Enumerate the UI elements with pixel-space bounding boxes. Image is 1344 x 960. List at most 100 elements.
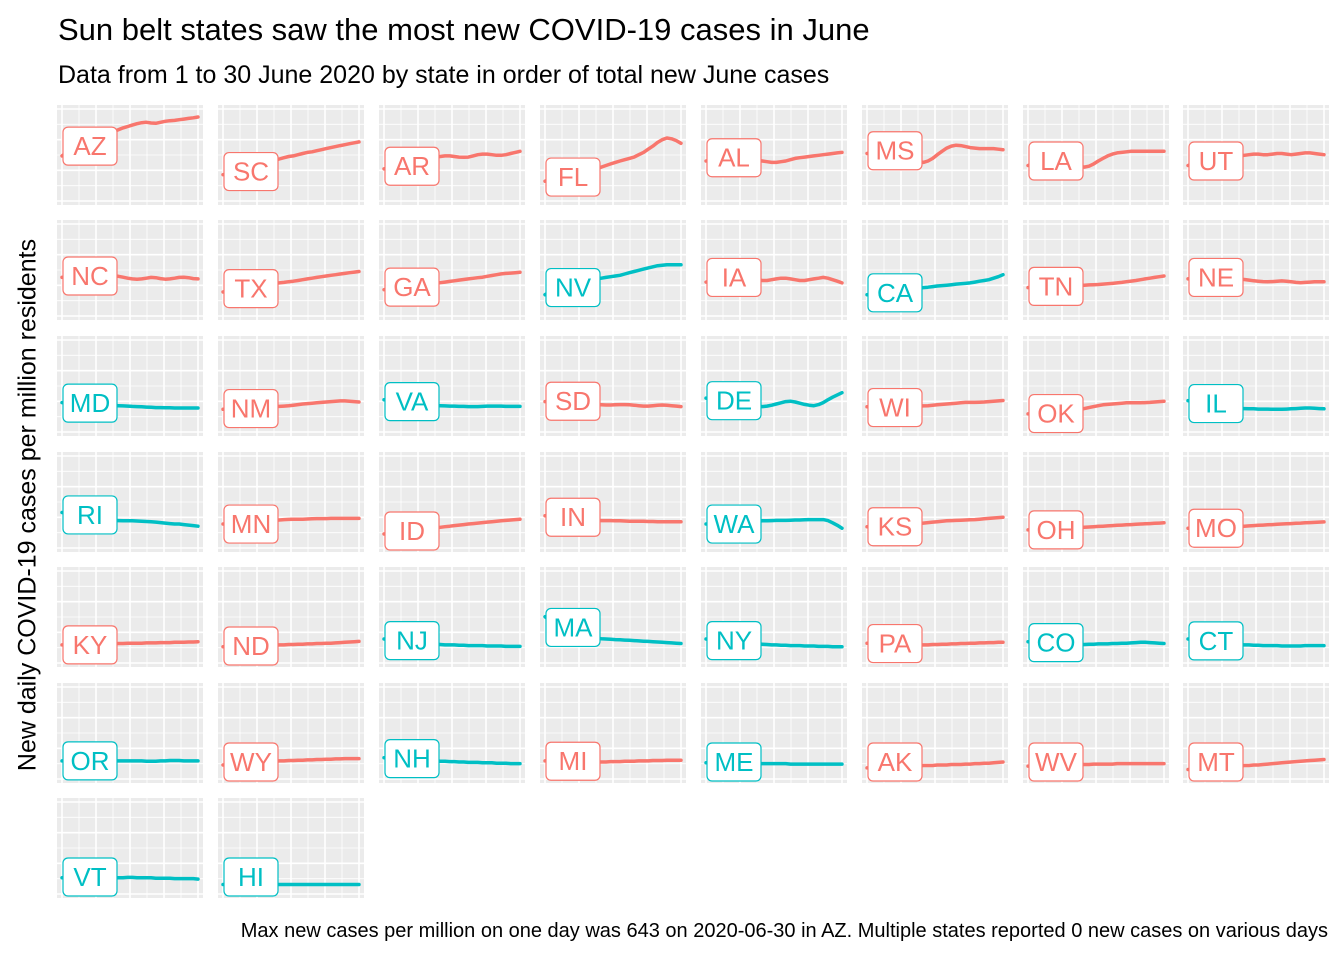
- panel-il: IL: [1183, 336, 1329, 436]
- state-label: OR: [71, 746, 110, 776]
- panel-ne: NE: [1183, 220, 1329, 320]
- panel-mn: MN: [218, 452, 364, 552]
- state-label: WA: [714, 509, 756, 539]
- state-label: MS: [876, 136, 915, 166]
- state-label-box: [62, 857, 118, 897]
- state-label: NE: [1198, 262, 1234, 292]
- panel-ky: KY: [57, 567, 203, 667]
- state-label: SC: [233, 157, 269, 187]
- state-label: IL: [1205, 389, 1227, 419]
- panel-ut: UT: [1183, 105, 1329, 205]
- state-label: WY: [230, 747, 272, 777]
- state-label-box: [223, 504, 279, 544]
- state-label-box: [706, 742, 762, 782]
- state-label-box: [1028, 623, 1084, 663]
- state-label-box: [62, 495, 118, 535]
- state-label-box: [223, 742, 279, 782]
- panel-ri: RI: [57, 452, 203, 552]
- state-label: ME: [715, 747, 754, 777]
- state-label: TX: [234, 274, 267, 304]
- state-label: NH: [393, 744, 431, 774]
- state-label-box: [867, 507, 923, 547]
- state-label-box: [545, 497, 601, 537]
- state-label: ID: [399, 516, 425, 546]
- panel-wy: WY: [218, 683, 364, 783]
- panel-ak: AK: [862, 683, 1008, 783]
- panel-la: LA: [1023, 105, 1169, 205]
- panel-nv: NV: [540, 220, 686, 320]
- state-label: VA: [396, 387, 429, 417]
- state-label: UT: [1199, 146, 1234, 176]
- panel-tx: TX: [218, 220, 364, 320]
- state-label: KS: [878, 512, 913, 542]
- state-label: AZ: [73, 131, 106, 161]
- state-label-box: [1028, 393, 1084, 434]
- state-label: KY: [73, 630, 108, 660]
- state-label-box: [706, 257, 762, 298]
- panel-md: MD: [57, 336, 203, 436]
- state-label-box: [223, 269, 279, 309]
- panel-ms: MS: [862, 105, 1008, 205]
- panel-ny: NY: [701, 567, 847, 667]
- state-label-box: [62, 126, 118, 166]
- state-label: GA: [393, 272, 431, 302]
- panel-vt: VT: [57, 798, 203, 898]
- panel-de: DE: [701, 336, 847, 436]
- state-label-box: [384, 146, 440, 186]
- state-label-box: [223, 388, 279, 429]
- panel-or: OR: [57, 683, 203, 783]
- panel-co: CO: [1023, 567, 1169, 667]
- state-label-box: [62, 625, 118, 665]
- state-label-box: [384, 739, 440, 779]
- state-label-box: [867, 742, 923, 782]
- state-label-box: [545, 267, 601, 308]
- state-label: MA: [554, 612, 594, 642]
- state-label-box: [384, 382, 440, 422]
- panel-al: AL: [701, 105, 847, 205]
- state-label: MT: [1197, 747, 1235, 777]
- panel-in: IN: [540, 452, 686, 552]
- state-label-box: [706, 621, 762, 661]
- state-label: CT: [1199, 626, 1234, 656]
- state-label-box: [62, 741, 118, 781]
- state-label-box: [545, 607, 601, 648]
- state-label-box: [1188, 383, 1244, 424]
- state-label-box: [1028, 141, 1084, 181]
- state-label-box: [1028, 510, 1084, 550]
- panel-ks: KS: [862, 452, 1008, 552]
- panel-mi: MI: [540, 683, 686, 783]
- state-label-box: [1028, 742, 1084, 782]
- state-label: VT: [73, 862, 106, 892]
- state-label: NJ: [396, 626, 428, 656]
- state-label-box: [867, 131, 923, 171]
- panel-tn: TN: [1023, 220, 1169, 320]
- panel-mt: MT: [1183, 683, 1329, 783]
- panel-az: AZ: [57, 105, 203, 205]
- state-label: PA: [879, 629, 912, 659]
- panel-nh: NH: [379, 683, 525, 783]
- state-label: NM: [231, 394, 271, 424]
- chart-title: Sun belt states saw the most new COVID-1…: [58, 12, 870, 47]
- chart-caption: Max new cases per million on one day was…: [240, 920, 1328, 942]
- panel-ct: CT: [1183, 567, 1329, 667]
- state-label-box: [384, 621, 440, 661]
- panel-id: ID: [379, 452, 525, 552]
- state-label-box: [867, 387, 923, 428]
- state-label: IN: [560, 502, 586, 532]
- state-label: TN: [1039, 271, 1074, 301]
- state-label: ND: [232, 631, 270, 661]
- state-label-box: [1188, 621, 1244, 661]
- state-label: SD: [555, 386, 591, 416]
- state-label-box: [706, 138, 762, 178]
- state-label: MI: [559, 746, 588, 776]
- state-label: AL: [718, 143, 750, 173]
- state-label-box: [384, 511, 440, 551]
- chart-subtitle: Data from 1 to 30 June 2020 by state in …: [58, 61, 830, 89]
- panel-ia: IA: [701, 220, 847, 320]
- state-label: FL: [558, 162, 588, 192]
- panel-nm: NM: [218, 336, 364, 436]
- state-label: OH: [1037, 515, 1076, 545]
- panel-mo: MO: [1183, 452, 1329, 552]
- state-label-box: [384, 267, 440, 307]
- panel-sd: SD: [540, 336, 686, 436]
